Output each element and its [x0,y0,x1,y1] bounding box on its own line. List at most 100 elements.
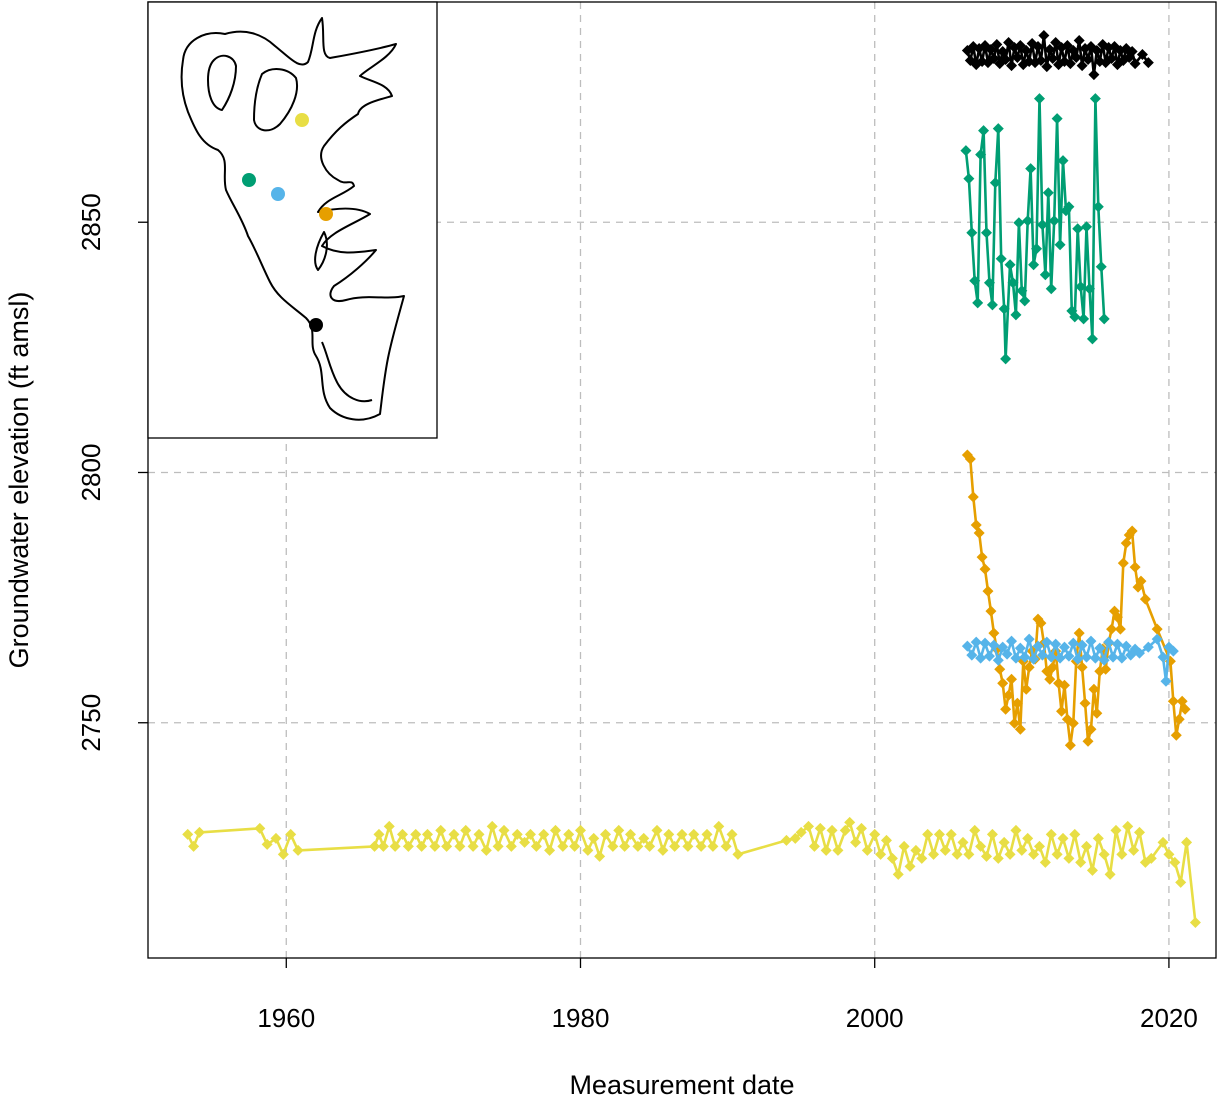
series-line [964,97,1106,361]
inset-site-dot [295,113,309,127]
data-point [973,527,985,539]
data-point [1092,832,1104,844]
data-point [963,848,975,860]
data-point [188,840,200,852]
data-point [861,844,873,856]
data-point [1076,60,1088,72]
data-point [1017,59,1029,71]
inset-map-outline [180,17,405,421]
data-point [1081,221,1093,233]
data-point [1019,651,1031,663]
inset-map [147,1,438,439]
data-point [1063,650,1075,662]
series-line [966,454,1187,747]
data-point [707,840,719,852]
data-point [1000,703,1012,715]
data-point [726,828,738,840]
data-point [1050,638,1062,650]
data-point [1033,93,1045,105]
data-point [844,816,856,828]
data-point [1063,852,1075,864]
data-point [505,840,517,852]
data-point [1142,641,1154,653]
data-point [473,828,485,840]
data-point [1047,53,1059,65]
data-point [1008,717,1020,729]
data-point [383,820,395,832]
data-point [1025,163,1037,175]
inset-map-frame [147,1,438,439]
data-point [1100,663,1112,675]
data-point [1073,35,1085,47]
data-point [182,828,194,840]
data-point [549,824,561,836]
data-point [429,840,441,852]
data-point [981,227,993,239]
series-4 [961,30,1154,81]
data-point [985,605,997,617]
data-point [795,826,807,838]
data-point [850,836,862,848]
y-tick-label: 2800 [76,444,106,502]
data-point [969,275,981,287]
data-point [1076,661,1088,673]
data-point [1111,638,1123,650]
data-point [1039,856,1051,868]
data-point [511,828,523,840]
data-point [613,824,625,836]
data-point [975,149,987,161]
data-point [983,650,995,662]
data-point [1058,641,1070,653]
data-point [1120,640,1132,652]
data-point [1064,58,1076,70]
data-point [389,840,401,852]
data-point [1033,840,1045,852]
data-point [1056,705,1068,717]
data-point [1035,617,1047,629]
data-point [644,840,656,852]
data-point [1010,309,1022,321]
y-tick-label: 2750 [76,694,106,752]
data-point [632,840,644,852]
data-point [1086,864,1098,876]
data-point [1041,61,1053,73]
data-point [970,636,982,648]
data-point [1011,697,1023,709]
data-point [1075,281,1087,293]
data-point [969,824,981,836]
data-point [1106,623,1118,635]
data-point [1157,836,1169,848]
data-point [1048,215,1060,227]
data-point [720,840,732,852]
data-point [1095,261,1107,273]
data-point [1014,723,1026,735]
inset-site-markers [242,113,333,332]
data-point [1098,654,1110,666]
data-point [1106,53,1118,65]
data-point [1085,723,1097,735]
data-point [688,828,700,840]
data-point [910,844,922,856]
data-point [981,850,993,862]
data-point [928,848,940,860]
data-point [966,227,978,239]
data-point [963,173,975,185]
data-point [524,828,536,840]
data-point [820,844,832,856]
data-point [1135,575,1147,587]
data-point [992,123,1004,135]
data-point [1016,844,1028,856]
data-point [695,840,707,852]
data-point [402,840,414,852]
data-point [979,637,991,649]
data-point [957,836,969,848]
data-point [519,836,531,848]
data-point [988,627,1000,639]
data-point [808,840,820,852]
data-point [1004,848,1016,860]
data-point [1160,675,1172,687]
data-point [1110,824,1122,836]
data-point [1054,239,1066,251]
